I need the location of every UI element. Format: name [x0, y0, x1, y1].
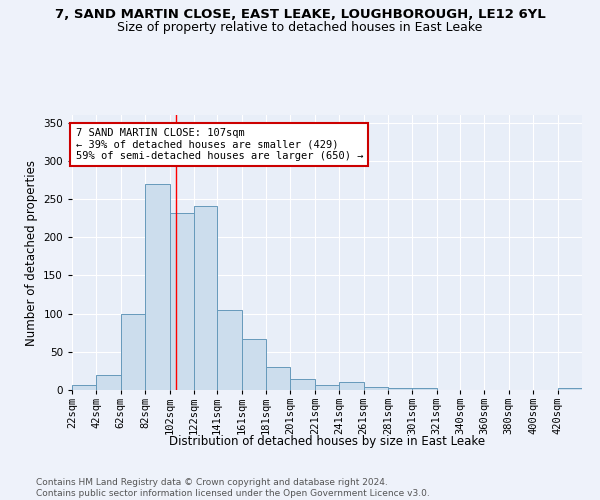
Bar: [315, 384, 339, 390]
Bar: [121, 314, 145, 390]
Bar: [72, 384, 97, 390]
Bar: [145, 184, 170, 390]
Text: 7 SAND MARTIN CLOSE: 107sqm
← 39% of detached houses are smaller (429)
59% of se: 7 SAND MARTIN CLOSE: 107sqm ← 39% of det…: [76, 128, 363, 161]
Bar: [388, 388, 412, 390]
Bar: [339, 382, 364, 390]
Bar: [364, 387, 388, 390]
Bar: [412, 388, 437, 390]
Bar: [290, 378, 315, 390]
Text: 7, SAND MARTIN CLOSE, EAST LEAKE, LOUGHBOROUGH, LE12 6YL: 7, SAND MARTIN CLOSE, EAST LEAKE, LOUGHB…: [55, 8, 545, 20]
Bar: [194, 206, 217, 390]
Text: Size of property relative to detached houses in East Leake: Size of property relative to detached ho…: [118, 21, 482, 34]
Bar: [170, 213, 194, 390]
Bar: [557, 388, 582, 390]
Text: Distribution of detached houses by size in East Leake: Distribution of detached houses by size …: [169, 435, 485, 448]
Bar: [242, 339, 266, 390]
Bar: [217, 310, 242, 390]
Bar: [97, 374, 121, 390]
Y-axis label: Number of detached properties: Number of detached properties: [25, 160, 38, 346]
Text: Contains HM Land Registry data © Crown copyright and database right 2024.
Contai: Contains HM Land Registry data © Crown c…: [36, 478, 430, 498]
Bar: [266, 367, 290, 390]
